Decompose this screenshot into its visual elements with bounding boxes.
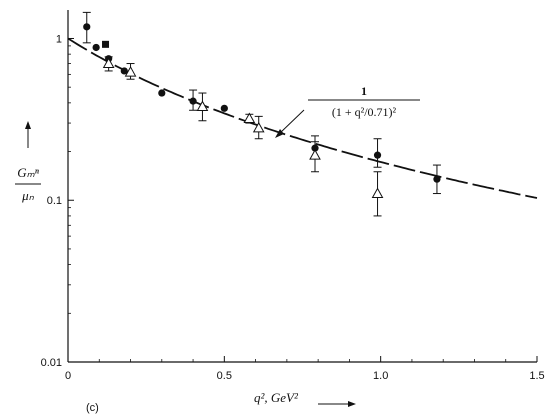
y-label-numerator: Gₘⁿ: [17, 165, 39, 180]
data-point-triangle: [252, 121, 265, 133]
x-label-text: q², GeV²: [254, 390, 299, 405]
data-point-triangle: [196, 100, 209, 111]
y-tick-label: 1: [56, 33, 62, 45]
y-axis-label: Gₘⁿ μₙ: [15, 121, 41, 203]
y-tick-label: 0.01: [41, 357, 62, 369]
data-point-circle: [189, 97, 197, 105]
data-point-circle: [373, 151, 382, 159]
fit-curve: [67, 37, 538, 199]
y-tick-label: 0.1: [47, 195, 62, 207]
data-point-square: [102, 40, 110, 48]
curve-label-pointer-head: [275, 129, 284, 138]
panel-label: (c): [86, 402, 99, 414]
x-tick-label: 0.5: [217, 370, 232, 382]
y-label-arrowhead: [25, 121, 31, 129]
data-point-triangle: [371, 187, 384, 199]
y-label-denominator: μₙ: [21, 188, 35, 203]
x-axis-label: q², GeV²: [254, 390, 356, 407]
curve-annotation: 1 (1 + q²/0.71)²: [275, 84, 420, 138]
data-point-circle: [433, 175, 441, 183]
data-point-circle: [92, 43, 100, 52]
curve-label-numerator: 1: [361, 84, 367, 98]
x-tick-label: 1.5: [529, 370, 544, 382]
x-label-arrowhead: [348, 401, 356, 407]
data-point-circle: [158, 89, 166, 97]
data-point-triangle: [102, 57, 115, 69]
data-point-circle: [120, 67, 128, 75]
x-tick-label: 0: [65, 370, 71, 382]
data-point-circle: [83, 23, 91, 31]
fit-curve-layer: [67, 37, 538, 199]
curve-label-denominator: (1 + q²/0.71)²: [332, 105, 397, 119]
axes: 0 0.5 1.0 1.5 1 0.1 0.01: [41, 10, 545, 382]
curve-label-pointer: [278, 109, 305, 135]
x-tick-label: 1.0: [373, 370, 388, 382]
data-point-triangle: [243, 112, 256, 124]
data-points-layer: [82, 11, 441, 217]
data-point-triangle: [124, 66, 137, 77]
data-point-circle: [220, 104, 228, 112]
data-point-triangle: [309, 149, 321, 160]
